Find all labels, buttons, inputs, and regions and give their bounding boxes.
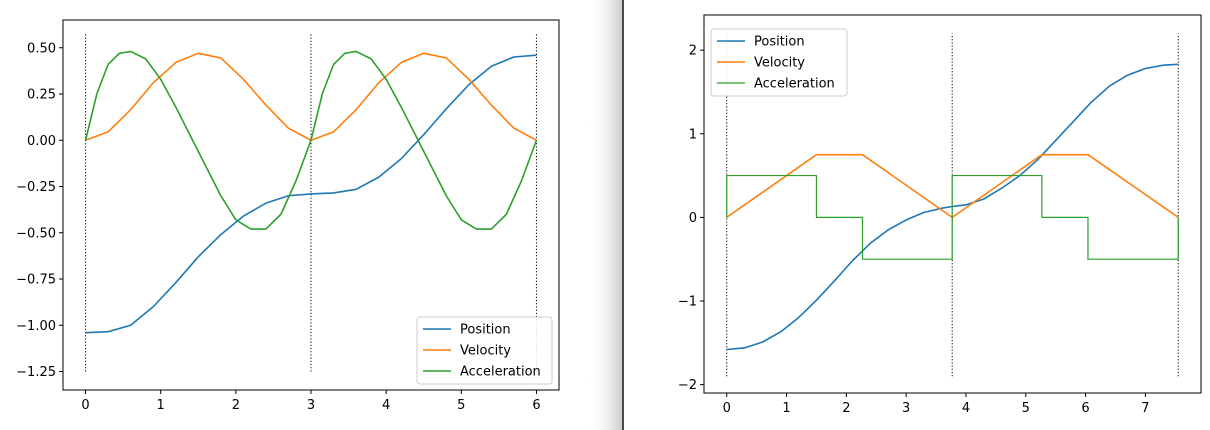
y-tick-label: −2	[678, 378, 697, 393]
legend-label-acceleration: Acceleration	[754, 77, 835, 92]
legend: Position Velocity Acceleration	[710, 28, 848, 97]
x-tick-label: 4	[382, 398, 390, 413]
legend-label-velocity: Velocity	[460, 344, 511, 359]
y-tick-label: 1	[689, 127, 697, 142]
y-tick-label: 2	[689, 44, 697, 59]
legend: Position Velocity Acceleration	[416, 316, 553, 385]
y-tick-label: −0.50	[16, 226, 56, 241]
x-tick-label: 6	[532, 398, 540, 413]
chart-right: 0 1 2 3 4 5 6 7 2 1 0 −1 −2 Position Velocity Accelerat…	[678, 14, 1202, 416]
y-tick-label: −1.25	[16, 365, 56, 380]
x-tick-label: 2	[842, 401, 850, 416]
x-tick-label: 1	[157, 398, 165, 413]
series-line-position	[85, 54, 537, 334]
y-tick-label: 0	[689, 211, 697, 226]
y-tick-label: −1	[678, 295, 697, 310]
x-tick-label: 7	[1141, 401, 1149, 416]
y-tick-label: −0.75	[16, 273, 56, 288]
x-tick-label: 3	[902, 401, 910, 416]
y-tick-label: 0.00	[27, 134, 56, 149]
window-separator-shadow	[588, 0, 622, 430]
legend-box	[416, 316, 553, 385]
legend-label-position: Position	[460, 323, 511, 338]
legend-box	[710, 28, 848, 97]
y-tick-label: −0.25	[16, 180, 56, 195]
window-separator[interactable]	[622, 0, 624, 430]
y-tick-label: 0.25	[27, 88, 56, 103]
x-tick-label: 3	[307, 398, 315, 413]
series-line-acceleration	[84, 50, 538, 230]
x-tick-label: 4	[962, 401, 970, 416]
legend-label-position: Position	[754, 35, 805, 50]
chart-left: 0 1 2 3 4 5 6 0.50 0.25 0.00 −0.25 −0.50 −0.75 −1.00 −…	[16, 19, 560, 413]
x-tick-label: 1	[782, 401, 790, 416]
x-tick-label: 5	[1022, 401, 1030, 416]
y-tick-label: 0.50	[27, 41, 56, 56]
x-tick-label: 6	[1081, 401, 1089, 416]
legend-label-velocity: Velocity	[754, 56, 805, 71]
y-tick-label: −1.00	[16, 319, 56, 334]
series-line-acceleration	[726, 174, 1179, 260]
legend-label-acceleration: Acceleration	[460, 365, 541, 380]
x-tick-label: 0	[81, 398, 89, 413]
x-tick-label: 2	[232, 398, 240, 413]
x-tick-label: 5	[457, 398, 465, 413]
plot-frame	[703, 14, 1202, 394]
x-tick-label: 0	[723, 401, 731, 416]
